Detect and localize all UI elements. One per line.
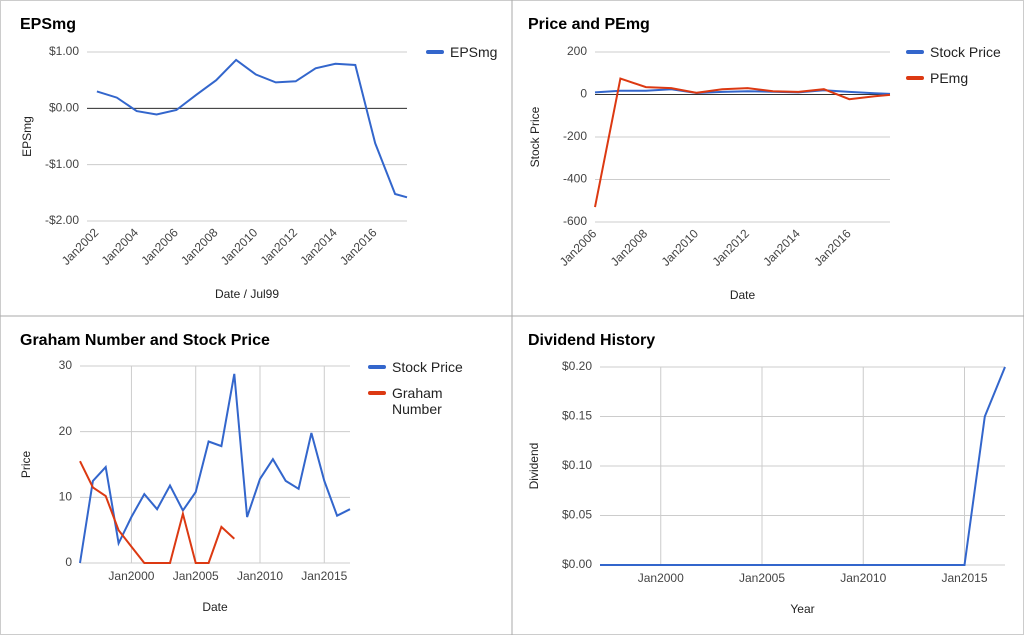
y-tick-label: 30: [59, 358, 73, 372]
chart-title: Dividend History: [528, 332, 655, 349]
x-tick-label: Jan2000: [108, 569, 154, 583]
y-tick-label: $0.00: [49, 101, 79, 115]
legend-item: Graham Number: [392, 385, 443, 417]
y-tick-label: $1.00: [49, 44, 79, 58]
chart-title: Price and PEmg: [528, 16, 650, 33]
y-tick-label: -400: [563, 172, 587, 186]
x-tick-label: Jan2005: [739, 571, 785, 585]
legend-label: Stock Price: [930, 44, 1001, 60]
y-tick-label: -200: [563, 129, 587, 143]
y-tick-label: 200: [567, 44, 587, 58]
y-tick-label: $0.15: [562, 409, 592, 423]
x-axis-title: Date: [730, 288, 756, 302]
y-tick-label: 10: [59, 490, 73, 504]
chart-title: EPSmg: [20, 16, 76, 33]
series-line: [96, 58, 408, 199]
legend-item: PEmg: [930, 70, 969, 86]
x-tick-label: Jan2005: [173, 569, 219, 583]
x-tick-label: Jan2010: [840, 571, 886, 585]
series-line: [600, 366, 1006, 566]
legend-item: EPSmg: [450, 44, 498, 60]
x-axis-title: Date: [202, 600, 228, 614]
x-tick-label: Jan2010: [237, 569, 283, 583]
x-tick-label: Jan2015: [301, 569, 347, 583]
y-tick-label: 0: [65, 555, 72, 569]
y-tick-label: 0: [580, 87, 587, 101]
y-axis-title: EPSmg: [20, 116, 34, 157]
x-axis-title: Date / Jul99: [215, 287, 279, 301]
x-tick-label: Jan2000: [638, 571, 684, 585]
legend-item: Stock Price: [392, 359, 463, 375]
legend-label: Stock Price: [392, 359, 463, 375]
y-axis-title: Price: [19, 451, 33, 479]
y-tick-label: $0.00: [562, 557, 592, 571]
y-tick-label: $0.05: [562, 508, 592, 522]
legend-label: Graham Number: [392, 385, 443, 417]
y-axis-title: Dividend: [527, 443, 541, 490]
y-tick-label: -$1.00: [45, 157, 79, 171]
x-axis-title: Year: [790, 602, 814, 616]
series-line: [594, 77, 891, 208]
legend-item: Stock Price: [930, 44, 1001, 60]
y-tick-label: $0.20: [562, 359, 592, 373]
series-line: [79, 373, 351, 564]
series-line: [79, 460, 235, 564]
y-tick-label: $0.10: [562, 458, 592, 472]
x-tick-label: Jan2015: [941, 571, 987, 585]
y-tick-label: -$2.00: [45, 213, 79, 227]
series-line: [594, 88, 891, 95]
legend-label: PEmg: [930, 70, 969, 86]
chart-title: Graham Number and Stock Price: [20, 332, 270, 349]
y-axis-title: Stock Price: [528, 106, 542, 167]
legend-label: EPSmg: [450, 44, 498, 60]
y-tick-label: -600: [563, 214, 587, 228]
y-tick-label: 20: [59, 424, 73, 438]
